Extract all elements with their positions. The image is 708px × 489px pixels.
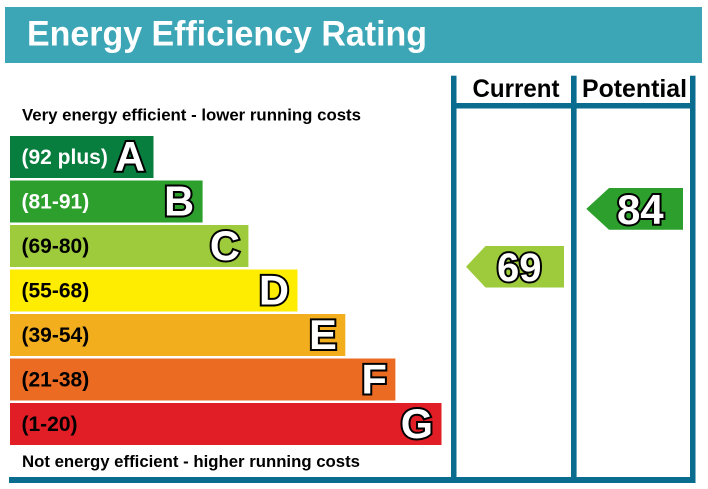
svg-text:(69-80): (69-80) [22,235,90,258]
svg-text:D: D [259,267,289,314]
svg-text:(1-20): (1-20) [22,413,78,436]
svg-text:A: A [115,133,145,180]
svg-text:Energy Efficiency Rating: Energy Efficiency Rating [27,15,427,54]
svg-text:B: B [164,178,194,225]
svg-text:C: C [210,222,240,269]
svg-text:(39-54): (39-54) [22,324,90,347]
svg-text:E: E [309,311,337,358]
svg-text:(92 plus): (92 plus) [22,146,108,169]
svg-text:69: 69 [497,246,542,290]
svg-text:84: 84 [617,186,664,233]
svg-text:Not energy efficient - higher: Not energy efficient - higher running co… [22,452,360,471]
svg-text:Current: Current [473,75,561,103]
svg-text:(21-38): (21-38) [22,369,90,392]
svg-text:Very energy efficient - lower: Very energy efficient - lower running co… [22,106,361,125]
svg-text:(55-68): (55-68) [22,280,90,303]
svg-text:F: F [362,356,387,403]
svg-text:(81-91): (81-91) [22,191,90,214]
svg-text:G: G [401,400,433,447]
svg-text:Potential: Potential [582,75,687,103]
